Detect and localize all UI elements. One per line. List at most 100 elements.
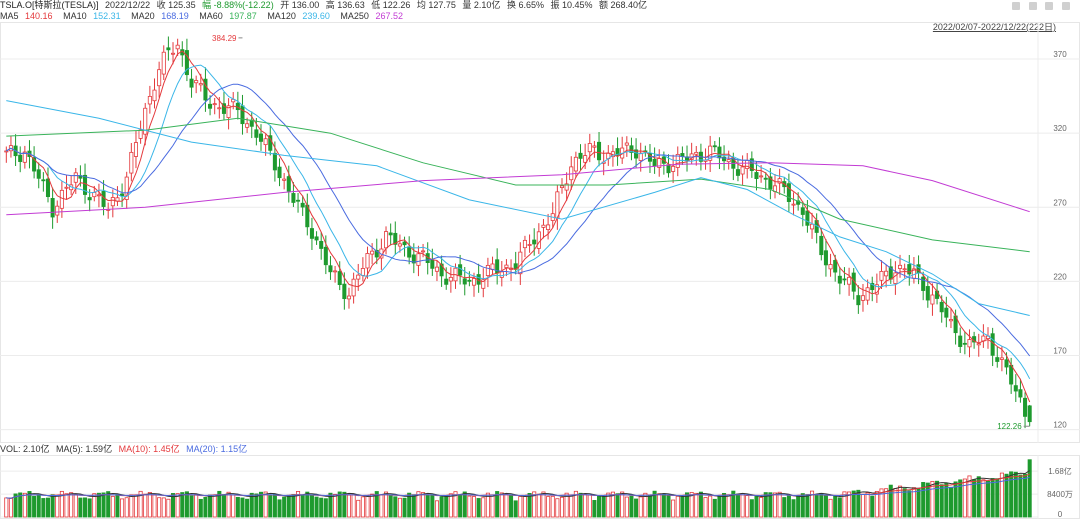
volume-bar	[847, 491, 852, 518]
volume-bar	[559, 496, 565, 518]
volume-bar	[504, 494, 509, 518]
candle-body	[50, 198, 55, 218]
candle-body	[712, 145, 717, 148]
candle-body	[471, 278, 477, 286]
y-tick-label: 120	[1053, 421, 1067, 430]
candle-body	[745, 160, 750, 169]
volume-bar	[198, 498, 203, 518]
candle-body	[333, 270, 338, 273]
candle-body	[504, 264, 509, 268]
volume-bar	[606, 492, 611, 518]
candle-body	[768, 176, 773, 190]
volume-bar	[629, 495, 634, 518]
candle-body	[791, 203, 796, 206]
volume-bar	[624, 496, 629, 518]
volume-bar	[763, 492, 768, 518]
volume-bar	[379, 494, 384, 518]
avg-label: 均 127.75	[416, 0, 456, 10]
volume-bar	[384, 491, 389, 518]
close-icon[interactable]	[1062, 2, 1070, 10]
candle-body	[481, 279, 486, 289]
volume-tick-label: 0	[1058, 510, 1063, 519]
volume-bar	[731, 490, 736, 518]
volume-bar	[833, 495, 838, 518]
volume-bar	[208, 494, 213, 518]
volume-bar	[768, 492, 773, 518]
candle-body	[800, 207, 805, 215]
volume-bar	[823, 495, 828, 518]
volume-bar	[92, 493, 97, 518]
volume-bar	[874, 491, 879, 518]
volume-bar	[351, 494, 356, 518]
volume-bar	[536, 493, 541, 518]
candle-body	[485, 264, 490, 276]
candle-body	[351, 278, 356, 297]
candle-body	[55, 205, 60, 216]
candle-body	[129, 151, 134, 174]
volume-bar	[282, 496, 287, 518]
volume-bar	[999, 472, 1004, 518]
candle-body	[860, 295, 866, 301]
volume-bar	[972, 479, 977, 518]
volume-bar	[439, 496, 444, 518]
amount-label: 额 268.40亿	[599, 0, 648, 10]
candle-body	[64, 186, 69, 189]
volume-bar	[476, 498, 481, 518]
candle-body	[833, 260, 838, 273]
candle-body	[865, 287, 870, 301]
candle-body	[32, 157, 37, 172]
volume-bar	[694, 492, 699, 518]
candle-body	[407, 246, 412, 258]
candle-body	[597, 141, 602, 161]
candle-body	[245, 123, 250, 128]
volume-bar	[675, 495, 680, 518]
volume-bar	[309, 494, 314, 518]
volume-bar	[583, 493, 588, 518]
candle-body	[1027, 405, 1032, 423]
candle-body	[296, 199, 301, 202]
volume-tick-label: 1.68亿	[1048, 466, 1072, 476]
volume-bar	[948, 486, 953, 518]
candle-body	[189, 78, 194, 88]
restore-icon[interactable]	[1045, 2, 1054, 10]
volume-bar	[786, 495, 791, 518]
volume-bar	[64, 493, 69, 518]
volume-bar	[726, 494, 731, 518]
candle-body	[995, 357, 1000, 362]
volume-bar	[898, 485, 903, 518]
volume-bar	[370, 493, 375, 518]
settings-icon[interactable]	[1028, 2, 1037, 10]
volume-bar	[45, 497, 51, 518]
date-range-label[interactable]: 2022/02/07-2022/12/22(222日)	[932, 22, 1056, 32]
candle-body	[365, 253, 370, 269]
candle-body	[124, 176, 129, 200]
price-chart[interactable]: 370 320 270 220 170 120 384.29 122.26	[0, 22, 1080, 443]
zoom-icon[interactable]	[1012, 2, 1021, 10]
candle-body	[884, 270, 889, 277]
candle-body	[671, 165, 676, 172]
volume-bar	[110, 495, 115, 518]
candle-body	[73, 172, 78, 183]
candle-body	[166, 47, 171, 51]
volume-bar	[356, 499, 361, 518]
candle-body	[999, 357, 1004, 360]
volume-bar	[958, 479, 963, 518]
ma20-legend: MA20 168.19	[131, 11, 189, 21]
candle-body	[388, 232, 393, 236]
volume-chart[interactable]: 1.68亿 8400万 0	[0, 455, 1080, 519]
candle-body	[263, 138, 268, 146]
candle-body	[444, 278, 449, 285]
volume-bar	[800, 493, 805, 518]
candle-body	[828, 264, 833, 270]
y-tick-label: 370	[1053, 50, 1067, 59]
volume-bar	[1004, 473, 1009, 518]
ma120-legend: MA120 239.60	[267, 11, 330, 21]
candle-body	[546, 224, 551, 230]
candle-body	[680, 153, 685, 157]
volume-bar	[879, 488, 884, 518]
volume-bar	[884, 488, 889, 518]
candle-body	[856, 295, 861, 306]
volume-bar	[698, 491, 703, 518]
volume-bar	[1009, 471, 1014, 518]
volume-bar	[1013, 471, 1018, 518]
